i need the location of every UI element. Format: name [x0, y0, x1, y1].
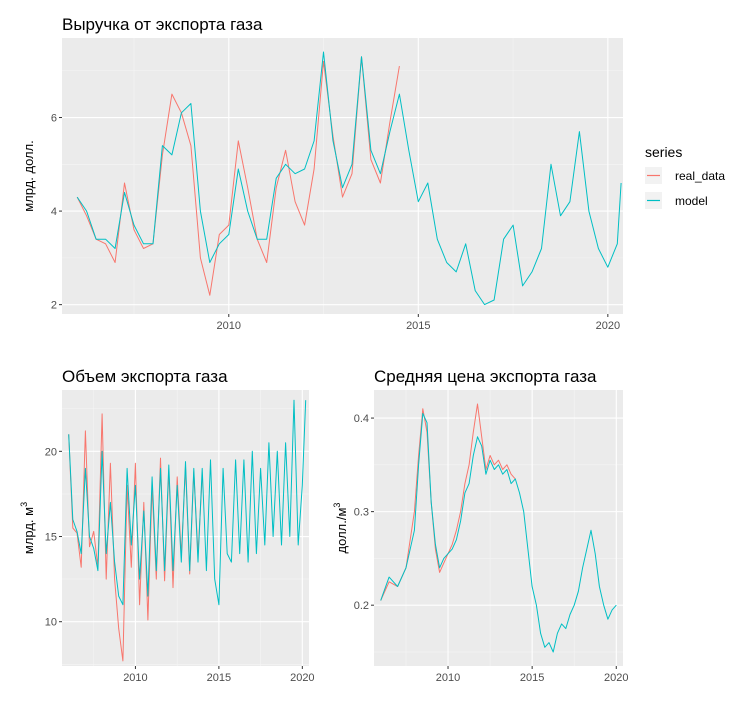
- volume-title: Объем экспорта газа: [62, 367, 228, 386]
- legend: series real_data model: [645, 144, 725, 209]
- revenue-ytick-label: 2: [51, 300, 57, 312]
- volume-ylabel-sup: 3: [19, 502, 29, 507]
- revenue-xtick-label: 2010: [217, 320, 241, 332]
- revenue-ytick-label: 6: [51, 113, 57, 125]
- price-ytick-label: 0.4: [354, 413, 369, 425]
- revenue-title: Выручка от экспорта газа: [62, 15, 263, 34]
- revenue-ticks: 2010 2015 2020 2 4 6: [51, 113, 620, 332]
- price-series-real-data: [380, 403, 516, 601]
- price-xtick-label: 2020: [604, 672, 628, 684]
- revenue-xtick-label: 2020: [596, 320, 620, 332]
- volume-xtick-label: 2015: [207, 672, 231, 684]
- price-ylabel-sup: 3: [332, 503, 342, 508]
- price-ytick-label: 0.3: [354, 507, 369, 519]
- revenue-panel: Выручка от экспорта газа 2010 2015 2020 2 4 6…: [21, 15, 623, 332]
- volume-plot-area: [62, 390, 309, 666]
- volume-xtick-label: 2010: [123, 672, 147, 684]
- volume-ytick-label: 15: [45, 532, 57, 544]
- price-xtick-label: 2010: [436, 672, 460, 684]
- revenue-ytick-label: 4: [51, 206, 57, 218]
- volume-ylabel-text: млрд. м: [21, 507, 36, 554]
- revenue-ylabel: млрд. долл.: [21, 140, 36, 212]
- volume-ticks: 2010 2015 2020 10 15 20: [45, 446, 315, 684]
- volume-panel: Объем экспорта газа 2010 2015 2020 10 15 20 м…: [19, 367, 315, 684]
- price-ticks: 2010 2015 2020 0.2 0.3 0.4: [354, 413, 629, 684]
- volume-xtick-label: 2020: [290, 672, 314, 684]
- legend-label-real-data: real_data: [675, 169, 725, 183]
- price-series: [380, 403, 617, 653]
- volume-series-model: [68, 399, 307, 606]
- price-panel: Средняя цена экспорта газа 2010 2015 2020 0…: [332, 367, 629, 684]
- revenue-xtick-label: 2015: [406, 320, 430, 332]
- revenue-grid: [62, 38, 623, 314]
- price-title: Средняя цена экспорта газа: [374, 367, 597, 386]
- price-plot-area: [374, 390, 623, 666]
- revenue-series-model: [76, 51, 622, 306]
- price-series-model: [380, 412, 617, 653]
- volume-ylabel: млрд. м3: [19, 502, 36, 554]
- legend-label-model: model: [675, 194, 708, 208]
- revenue-series: [76, 51, 622, 306]
- legend-title: series: [645, 144, 682, 160]
- price-xtick-label: 2015: [520, 672, 544, 684]
- price-ytick-label: 0.2: [354, 600, 369, 612]
- price-ylabel-text: долл./м: [334, 508, 349, 554]
- price-ylabel: долл./м3: [332, 503, 349, 554]
- volume-series: [68, 399, 307, 662]
- volume-ytick-label: 10: [45, 617, 57, 629]
- revenue-plot-area: [62, 38, 623, 314]
- volume-ytick-label: 20: [45, 446, 57, 458]
